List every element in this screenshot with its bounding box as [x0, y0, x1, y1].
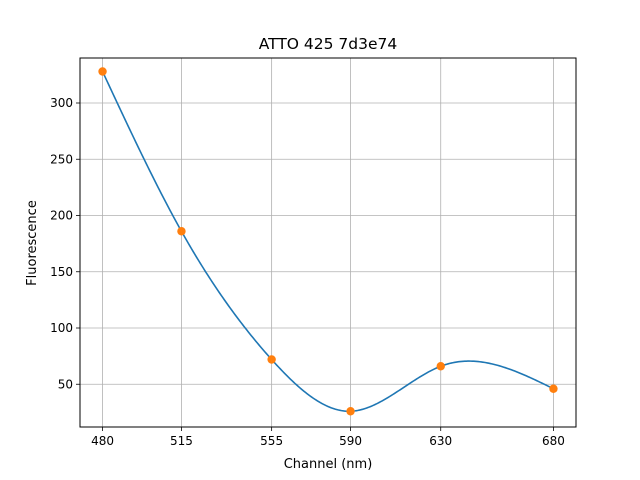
y-axis-label: Fluorescence [25, 200, 40, 286]
series-markers [98, 67, 558, 416]
y-tick-label: 150 [50, 265, 73, 279]
series-line [101, 71, 554, 413]
data-point [346, 407, 355, 416]
y-tick-label: 300 [50, 96, 73, 110]
y-tick-label: 250 [50, 152, 73, 166]
chart-title: ATTO 425 7d3e74 [259, 35, 398, 53]
x-tick-label: 515 [170, 434, 193, 448]
series-curve [101, 71, 554, 413]
grid [80, 58, 576, 427]
x-tick-label: 480 [91, 434, 114, 448]
data-point [98, 67, 107, 76]
x-tick-label: 555 [260, 434, 283, 448]
x-tick-label: 680 [542, 434, 565, 448]
x-tick-label: 590 [339, 434, 362, 448]
data-point [436, 362, 445, 371]
plot-frame [79, 57, 577, 428]
data-point [177, 227, 186, 236]
y-tick-label: 50 [58, 377, 73, 391]
y-tick-label: 200 [50, 209, 73, 223]
x-axis-label: Channel (nm) [284, 457, 373, 472]
y-axis-ticks: 50 100 150 200 250 300 [50, 96, 80, 391]
data-point [267, 355, 276, 364]
y-tick-label: 100 [50, 321, 73, 335]
x-axis-ticks: 480 515 555 590 630 680 [91, 427, 565, 448]
data-point [549, 384, 558, 393]
x-tick-label: 630 [429, 434, 452, 448]
